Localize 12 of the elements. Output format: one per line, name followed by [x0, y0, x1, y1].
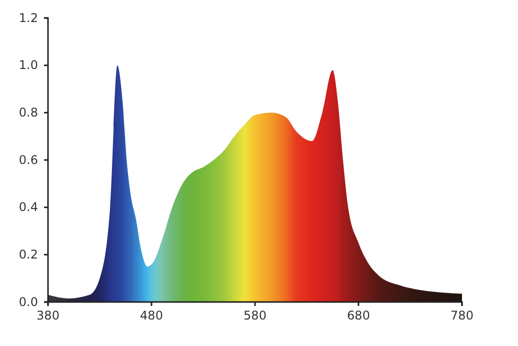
x-tick-label: 480	[140, 308, 163, 323]
x-tick-label: 780	[450, 308, 474, 323]
y-tick-label: 0.2	[18, 248, 38, 262]
y-tick-label: 0.8	[18, 106, 38, 120]
y-tick-label: 0.4	[18, 200, 38, 214]
y-tick-label: 1.2	[18, 10, 38, 25]
x-tick-label: 580	[244, 308, 266, 323]
x-tick-label: 380	[36, 308, 60, 323]
y-tick-label: 0.0	[18, 294, 38, 309]
y-tick-label: 1.0	[18, 58, 38, 72]
x-tick-label: 680	[347, 308, 370, 323]
y-tick-label: 0.6	[18, 152, 38, 167]
